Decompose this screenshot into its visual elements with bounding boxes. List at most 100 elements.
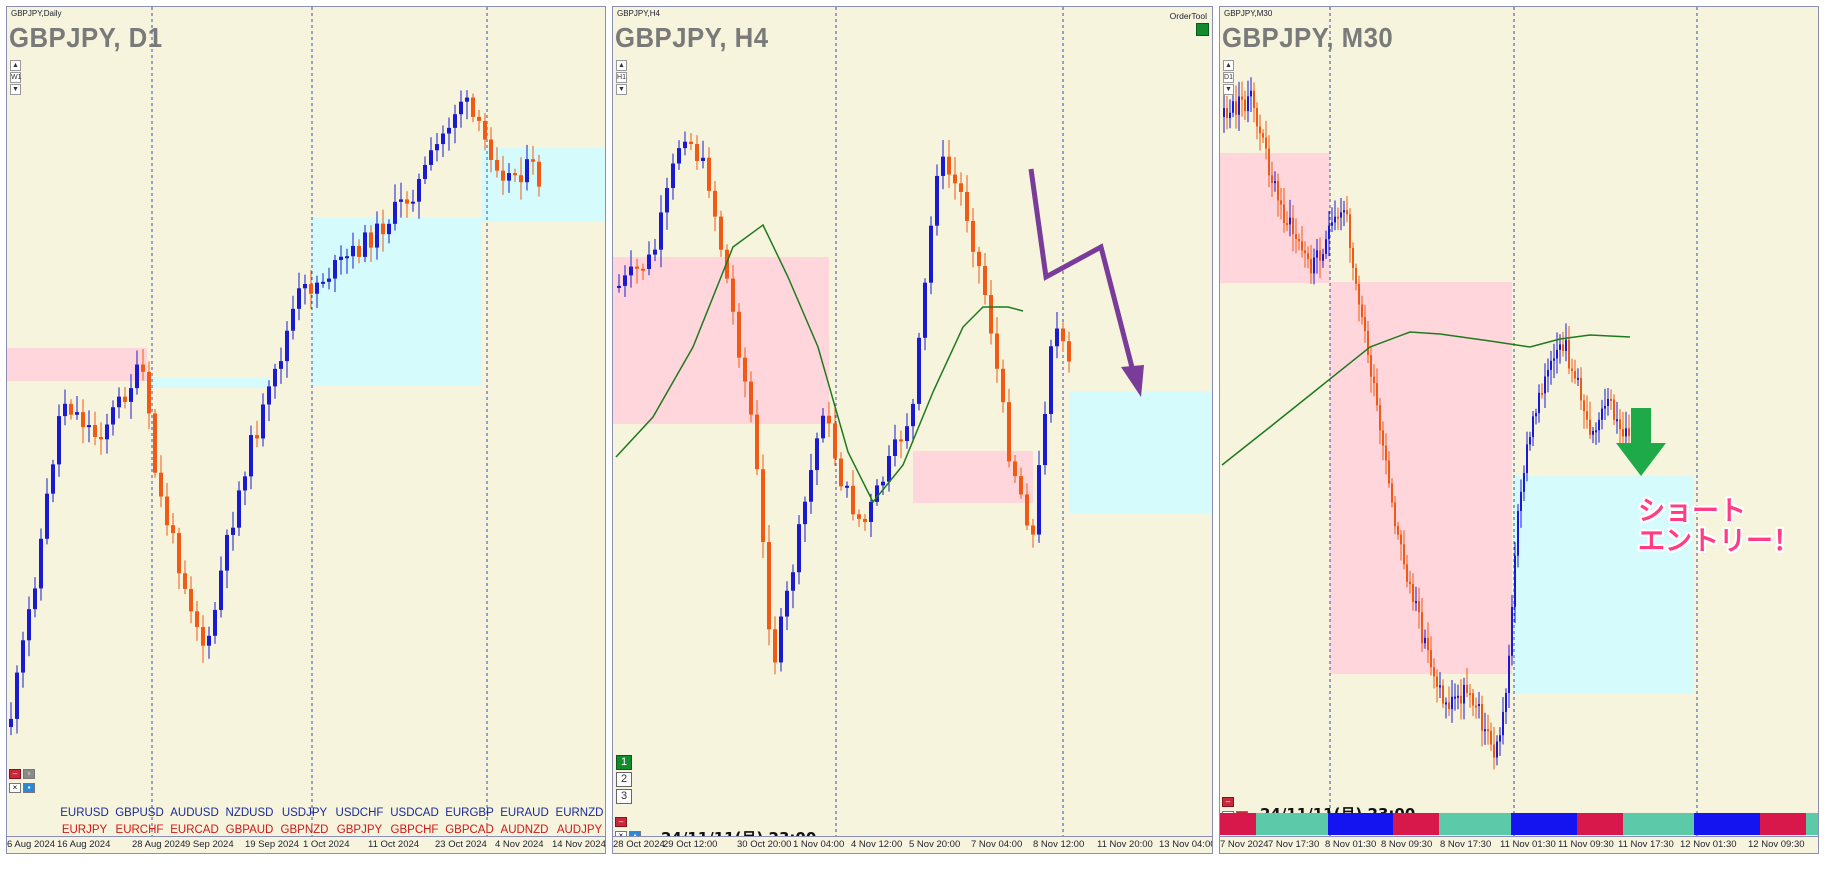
candle-body [659, 212, 663, 250]
candle-body [471, 97, 475, 117]
x-axis-tick-label: 4 Nov 2024 [495, 839, 544, 850]
demand-zone [1514, 476, 1694, 694]
stepper-down-icon[interactable]: ▼ [616, 84, 627, 95]
chart-title: GBPJPY, M30 [1222, 22, 1394, 53]
timeframe-stepper[interactable]: ▲ W1 ▼ [10, 60, 22, 96]
currency-pair-link[interactable]: EURCAD [170, 824, 219, 836]
candle-body [839, 458, 843, 487]
preset-button-3[interactable]: 3 [616, 789, 632, 804]
candle-body [1241, 96, 1243, 100]
restore-icon[interactable]: ▫ [23, 769, 35, 779]
currency-pair-link[interactable]: AUDUSD [170, 807, 219, 819]
chart-window-h4[interactable]: GBPJPY,H4 GBPJPY, H4 OrderTool ▲ H1 ▼ 1 … [612, 6, 1213, 854]
candle-body [435, 144, 439, 151]
stepper-up-icon[interactable]: ▲ [1223, 60, 1234, 71]
settings-icon[interactable]: ▪ [23, 783, 35, 793]
currency-pair-link[interactable]: GBPCHF [390, 824, 439, 836]
stepper-down-icon[interactable]: ▼ [10, 84, 21, 95]
candle-body [1538, 392, 1540, 414]
candle-body [177, 533, 181, 574]
preset-button-1[interactable]: 1 [616, 755, 632, 770]
supply-zone [913, 451, 1033, 503]
candle-body [189, 588, 193, 612]
candle-body [1340, 212, 1342, 218]
demand-zone [1069, 391, 1212, 513]
candle-body [1292, 217, 1294, 235]
chart-window-d1[interactable]: GBPJPY,Daily GBPJPY, D1 ▲ W1 ▼ – ▫ × ▪ E… [6, 6, 606, 854]
candle-body [21, 640, 25, 673]
candle-body [315, 282, 319, 294]
stepper-up-icon[interactable]: ▲ [616, 60, 627, 71]
currency-pair-link[interactable]: USDCHF [335, 807, 384, 819]
candle-body [1352, 247, 1354, 269]
x-axis-tick-label: 1 Nov 04:00 [793, 839, 845, 850]
stripe-segment [1255, 813, 1328, 835]
candle-body [863, 518, 867, 522]
x-axis-tick-label: 28 Aug 2024 [132, 839, 186, 850]
minimize-icon[interactable]: – [615, 817, 627, 827]
candle-body [195, 611, 199, 628]
currency-pair-link[interactable]: EURUSD [60, 807, 109, 819]
chart-window-m30[interactable]: GBPJPY,M30 GBPJPY, M30 ▲ D1 ▼ – × ▪ 24/1… [1219, 6, 1819, 854]
candle-body [1514, 555, 1516, 607]
candle-body [1238, 96, 1240, 115]
stepper-down-icon[interactable]: ▼ [1223, 84, 1234, 95]
currency-pair-link[interactable]: NZDUSD [225, 807, 274, 819]
ordertool-label: OrderTool [1169, 11, 1207, 21]
candle-body [333, 259, 337, 279]
currency-pair-link[interactable]: GBPUSD [115, 807, 164, 819]
candle-body [489, 139, 493, 161]
candle-body [1451, 696, 1453, 710]
timeframe-stepper[interactable]: ▲ H1 ▼ [616, 60, 627, 96]
ordertool-button[interactable] [1196, 23, 1209, 36]
supply-zone [1330, 282, 1512, 674]
currency-pair-link[interactable]: EURNZD [555, 807, 604, 819]
preset-button-2[interactable]: 2 [616, 772, 632, 787]
stepper-up-icon[interactable]: ▲ [10, 60, 21, 71]
candle-body [9, 718, 13, 727]
currency-pair-link[interactable]: GBPNZD [280, 824, 329, 836]
candle-body [81, 412, 85, 428]
candle-body [1307, 253, 1309, 260]
currency-pair-link[interactable]: USDCAD [390, 807, 439, 819]
currency-pair-link[interactable]: EURJPY [61, 824, 108, 836]
candle-body [1361, 304, 1363, 318]
stripe-segment [1576, 813, 1623, 835]
candle-body [393, 201, 397, 224]
candle-body [1505, 692, 1507, 712]
annotation-line-1: ショート [1638, 496, 1746, 527]
candle-body [1445, 702, 1447, 705]
currency-pair-link[interactable]: AUDJPY [556, 824, 603, 836]
candle-body [477, 116, 481, 121]
currency-pair-link[interactable]: EURAUD [500, 807, 549, 819]
minimize-icon[interactable]: – [1222, 797, 1234, 807]
candle-body [1067, 341, 1071, 362]
currency-pair-link[interactable]: GBPCAD [445, 824, 494, 836]
timeframe-stepper[interactable]: ▲ D1 ▼ [1223, 60, 1234, 96]
candle-body [513, 173, 517, 176]
green-down-arrow-icon [1616, 408, 1666, 476]
x-axis-tick-label: 30 Oct 20:00 [737, 839, 792, 850]
candle-body [1304, 250, 1306, 254]
candle-body [707, 157, 711, 191]
currency-pair-link[interactable]: AUDNZD [500, 824, 549, 836]
candle-body [105, 424, 109, 440]
candle-body [1037, 465, 1041, 535]
candle-body [405, 199, 409, 204]
candle-body [519, 175, 523, 183]
close-icon[interactable]: × [9, 783, 21, 793]
candle-body [249, 435, 253, 477]
currency-pair-link[interactable]: GBPJPY [336, 824, 383, 836]
candle-body [1310, 259, 1312, 274]
currency-pair-link[interactable]: EURGBP [445, 807, 494, 819]
candle-body [989, 295, 993, 334]
minimize-icon[interactable]: – [9, 769, 21, 779]
candle-body [965, 191, 969, 221]
candle-body [1229, 112, 1231, 119]
candle-body [1367, 330, 1369, 356]
currency-pair-link[interactable]: GBPAUD [225, 824, 274, 836]
currency-pair-link[interactable]: USDJPY [281, 807, 328, 819]
currency-pair-link[interactable]: EURCHF [115, 824, 164, 836]
candle-body [1268, 148, 1270, 176]
candle-body [411, 201, 415, 204]
